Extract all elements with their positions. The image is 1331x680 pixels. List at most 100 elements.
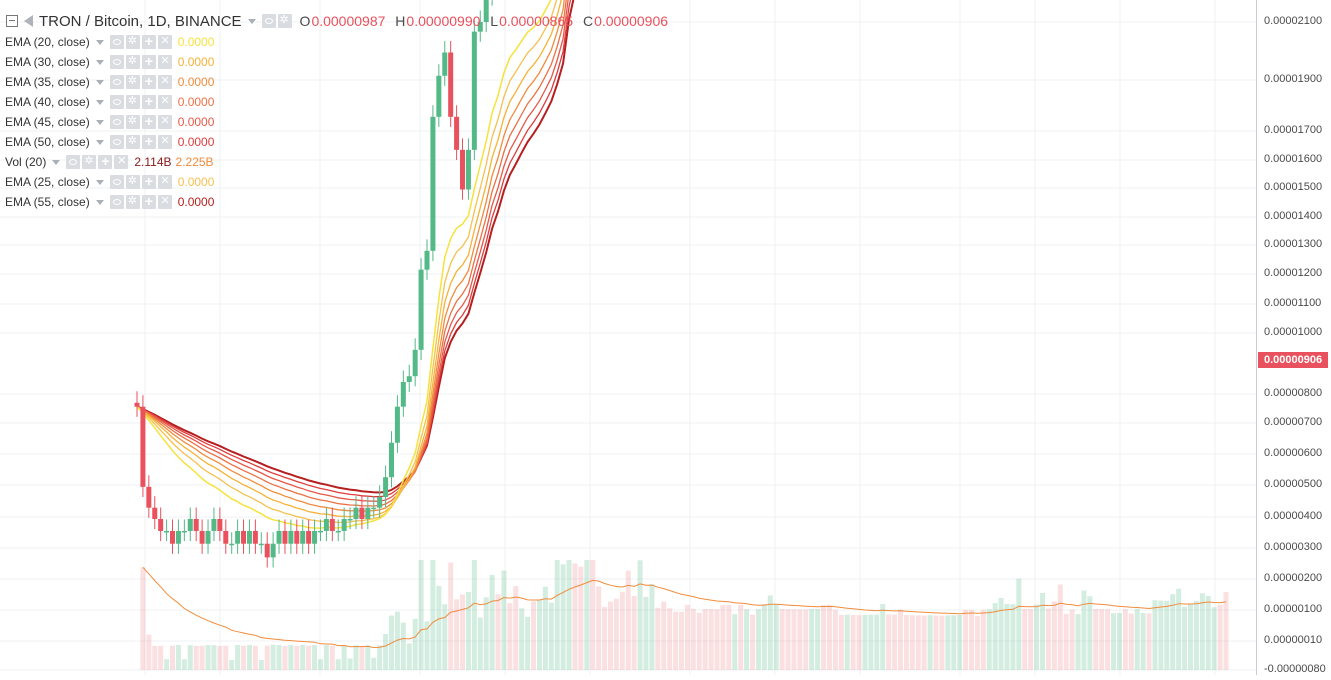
eye-icon[interactable] [66, 155, 81, 169]
ohlc-open-key: O [299, 13, 311, 29]
price-axis-label: 0.00001200 [1264, 267, 1323, 279]
volume-bar [294, 645, 300, 670]
chevron-down-icon[interactable] [95, 139, 104, 145]
eye-icon[interactable] [109, 175, 124, 189]
collapse-icon[interactable] [6, 15, 18, 27]
plus-icon[interactable] [141, 33, 156, 49]
chevron-down-icon[interactable] [95, 119, 104, 125]
volume-bar [619, 591, 625, 670]
eye-icon[interactable] [109, 35, 124, 49]
gear-icon[interactable] [125, 194, 140, 209]
legend-row[interactable]: EMA (50, close) 0.0000 [5, 132, 214, 152]
legend-row[interactable]: EMA (35, close) 0.0000 [5, 72, 214, 92]
volume-bar [211, 645, 217, 670]
gear-icon[interactable] [125, 34, 140, 49]
symbol-title[interactable]: TRON / Bitcoin, 1D, BINANCE [39, 12, 242, 30]
eye-icon[interactable] [109, 55, 124, 69]
candle-body [193, 518, 199, 531]
legend-indicator-name[interactable]: EMA (30, close) [5, 55, 90, 69]
eye-icon[interactable] [109, 115, 124, 129]
volume-bar [193, 645, 199, 670]
gear-icon[interactable] [125, 54, 140, 69]
volume-bar [1140, 613, 1146, 670]
legend-actions [66, 152, 130, 169]
close-icon[interactable] [157, 132, 172, 149]
legend-indicator-name[interactable]: EMA (35, close) [5, 75, 90, 89]
close-icon[interactable] [157, 192, 172, 209]
eye-icon[interactable] [109, 195, 124, 209]
legend-row[interactable]: EMA (30, close) 0.0000 [5, 52, 214, 72]
volume-bar [252, 645, 258, 670]
chart-area[interactable] [0, 0, 1256, 675]
plus-icon[interactable] [141, 173, 156, 189]
legend-row[interactable]: EMA (40, close) 0.0000 [5, 92, 214, 112]
close-icon[interactable] [157, 52, 172, 69]
chevron-down-icon[interactable] [95, 59, 104, 65]
close-icon[interactable] [157, 72, 172, 89]
legend-row[interactable]: EMA (55, close) 0.0000 [5, 192, 214, 212]
plus-icon[interactable] [141, 53, 156, 69]
volume-bar [945, 615, 951, 670]
plus-icon[interactable] [141, 73, 156, 89]
eye-icon[interactable] [109, 95, 124, 109]
candle-body [312, 530, 318, 544]
gear-icon[interactable] [125, 114, 140, 129]
legend-row[interactable]: EMA (25, close) 0.0000 [5, 172, 214, 192]
price-axis-label: 0.00001700 [1264, 124, 1323, 136]
volume-bar [1069, 609, 1075, 670]
gear-icon[interactable] [125, 94, 140, 109]
volume-bar [1146, 613, 1152, 670]
plus-icon[interactable] [141, 193, 156, 209]
plus-icon[interactable] [141, 133, 156, 149]
legend-indicator-name[interactable]: Vol (20) [5, 155, 47, 169]
plus-icon[interactable] [98, 153, 113, 169]
candle-body [264, 543, 270, 558]
legend-indicator-name[interactable]: EMA (40, close) [5, 95, 90, 109]
volume-bar [726, 604, 732, 670]
chevron-down-icon[interactable] [95, 199, 104, 205]
chevron-down-icon[interactable] [95, 99, 104, 105]
gear-icon[interactable] [125, 174, 140, 189]
close-icon[interactable] [157, 92, 172, 109]
volume-bar [412, 618, 418, 670]
volume-bar [679, 611, 684, 670]
volume-bar [744, 609, 750, 670]
flag-icon[interactable] [24, 15, 33, 27]
eye-icon[interactable] [261, 14, 276, 28]
chevron-down-icon[interactable] [95, 179, 104, 185]
candle-body [187, 518, 193, 531]
eye-icon[interactable] [109, 135, 124, 149]
candle-body [406, 376, 412, 382]
legend-row[interactable]: EMA (20, close) 0.0000 [5, 32, 214, 52]
volume-bar [785, 609, 791, 670]
chevron-down-icon[interactable] [95, 39, 104, 45]
close-icon[interactable] [157, 32, 172, 49]
chevron-down-icon[interactable] [52, 159, 61, 165]
eye-icon[interactable] [109, 75, 124, 89]
candle-body [181, 530, 187, 533]
gear-icon[interactable] [125, 74, 140, 89]
volume-bar [1105, 609, 1111, 670]
price-chart[interactable] [0, 0, 1256, 675]
gear-icon[interactable] [125, 134, 140, 149]
legend-indicator-name[interactable]: EMA (55, close) [5, 195, 90, 209]
gear-icon[interactable] [82, 154, 97, 169]
close-icon[interactable] [157, 172, 172, 189]
close-icon[interactable] [157, 112, 172, 129]
price-axis[interactable]: 0.00002100 0.00001900 0.00001700 0.00001600… [1256, 0, 1331, 675]
volume-bar [921, 615, 927, 670]
legend-row[interactable]: EMA (45, close) 0.0000 [5, 112, 214, 132]
close-icon[interactable] [114, 152, 129, 169]
candle-body [442, 52, 448, 76]
legend-indicator-name[interactable]: EMA (25, close) [5, 175, 90, 189]
plus-icon[interactable] [141, 93, 156, 109]
legend-indicator-name[interactable]: EMA (45, close) [5, 115, 90, 129]
gear-icon[interactable] [277, 13, 292, 28]
chevron-down-icon[interactable] [95, 79, 104, 85]
plus-icon[interactable] [141, 113, 156, 129]
legend-indicator-name[interactable]: EMA (50, close) [5, 135, 90, 149]
chevron-down-icon[interactable] [247, 18, 256, 24]
ohlc-low-key: L [490, 13, 499, 29]
legend-indicator-name[interactable]: EMA (20, close) [5, 35, 90, 49]
